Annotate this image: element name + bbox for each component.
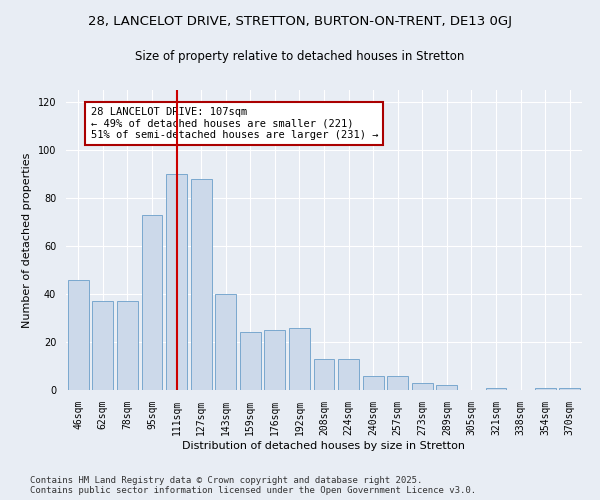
Text: Contains HM Land Registry data © Crown copyright and database right 2025.
Contai: Contains HM Land Registry data © Crown c… [30, 476, 476, 495]
Bar [92, 301, 113, 390]
Bar [412, 383, 433, 390]
Bar [338, 359, 359, 390]
Bar [314, 359, 334, 390]
Bar [535, 388, 556, 390]
X-axis label: Distribution of detached houses by size in Stretton: Distribution of detached houses by size … [182, 440, 466, 450]
Bar [289, 328, 310, 390]
Y-axis label: Number of detached properties: Number of detached properties [22, 152, 32, 328]
Bar [436, 385, 457, 390]
Bar [166, 174, 187, 390]
Bar [142, 215, 163, 390]
Text: 28 LANCELOT DRIVE: 107sqm
← 49% of detached houses are smaller (221)
51% of semi: 28 LANCELOT DRIVE: 107sqm ← 49% of detac… [91, 107, 378, 140]
Bar [485, 388, 506, 390]
Text: 28, LANCELOT DRIVE, STRETTON, BURTON-ON-TRENT, DE13 0GJ: 28, LANCELOT DRIVE, STRETTON, BURTON-ON-… [88, 15, 512, 28]
Bar [362, 376, 383, 390]
Bar [191, 179, 212, 390]
Bar [68, 280, 89, 390]
Bar [387, 376, 408, 390]
Bar [117, 301, 138, 390]
Bar [215, 294, 236, 390]
Bar [559, 388, 580, 390]
Text: Size of property relative to detached houses in Stretton: Size of property relative to detached ho… [136, 50, 464, 63]
Bar [240, 332, 261, 390]
Bar [265, 330, 286, 390]
